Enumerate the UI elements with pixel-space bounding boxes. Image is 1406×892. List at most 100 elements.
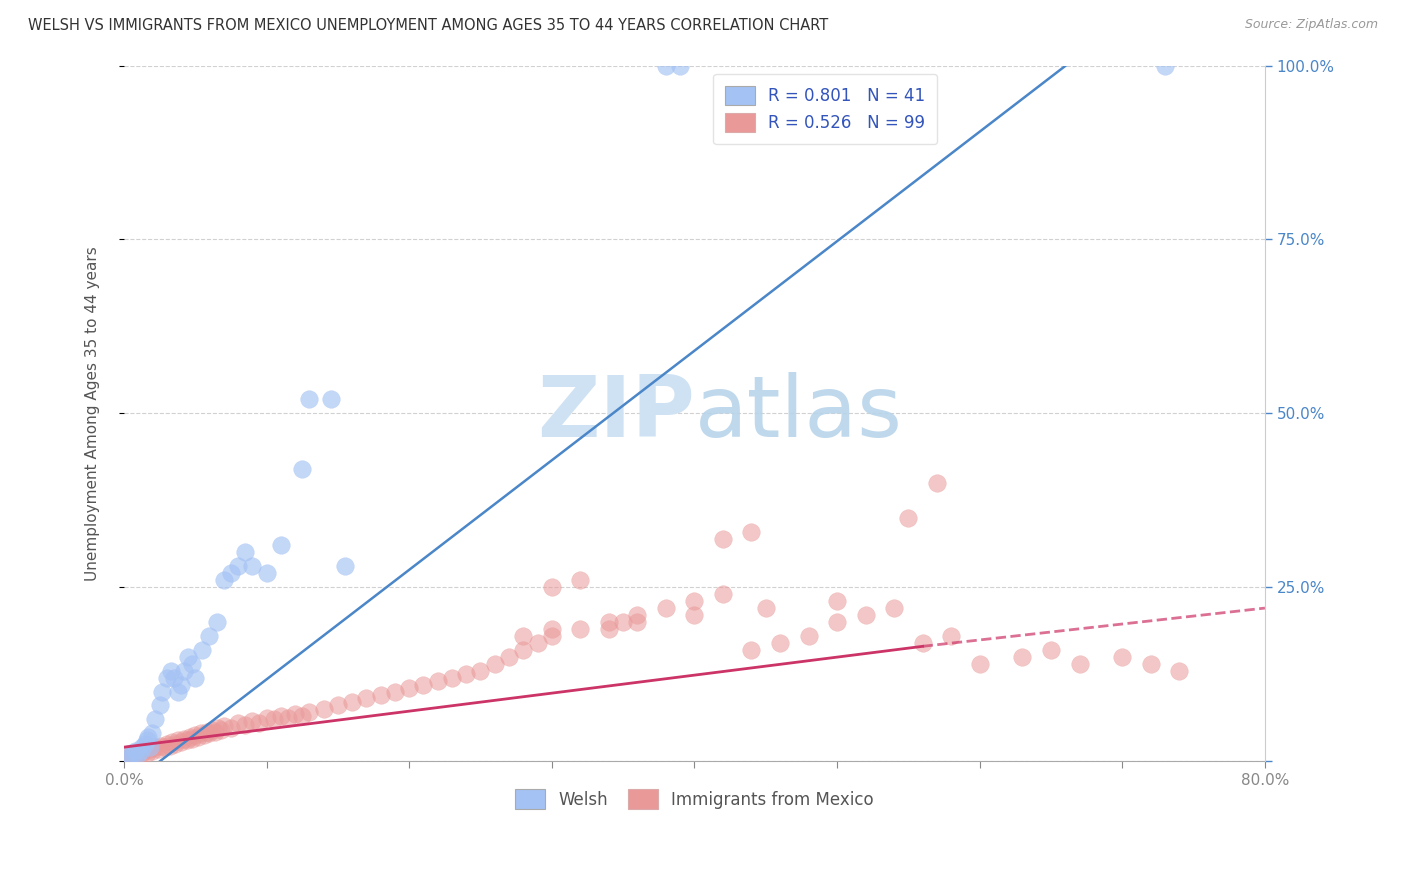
Welsh [156,671,179,685]
Welsh [333,559,356,574]
Immigrants from Mexico [384,684,406,698]
Immigrants from Mexico [855,607,877,622]
Immigrants from Mexico [240,714,263,728]
Immigrants from Mexico [526,636,548,650]
Welsh [131,740,153,755]
Immigrants from Mexico [115,748,138,763]
Immigrants from Mexico [683,594,706,608]
Welsh [256,566,278,581]
Text: ZIP: ZIP [537,372,695,455]
Text: Source: ZipAtlas.com: Source: ZipAtlas.com [1244,18,1378,31]
Immigrants from Mexico [156,737,179,751]
Immigrants from Mexico [167,733,190,747]
Welsh [120,748,142,763]
Immigrants from Mexico [626,607,648,622]
Immigrants from Mexico [941,629,963,643]
Welsh [191,642,214,657]
Welsh [127,747,149,761]
Welsh [134,737,156,751]
Welsh [184,671,207,685]
Welsh [143,712,166,726]
Welsh [298,392,321,407]
Immigrants from Mexico [540,580,562,594]
Immigrants from Mexico [270,709,292,723]
Immigrants from Mexico [146,741,169,756]
Immigrants from Mexico [825,594,848,608]
Immigrants from Mexico [711,587,734,601]
Immigrants from Mexico [711,532,734,546]
Welsh [148,698,170,713]
Immigrants from Mexico [340,695,363,709]
Welsh [198,629,221,643]
Immigrants from Mexico [969,657,991,671]
Immigrants from Mexico [291,709,314,723]
Immigrants from Mexico [683,607,706,622]
Welsh [1154,59,1177,73]
Immigrants from Mexico [138,741,160,756]
Welsh [226,559,249,574]
Welsh [212,574,235,588]
Immigrants from Mexico [121,747,143,761]
Immigrants from Mexico [153,740,176,755]
Immigrants from Mexico [626,615,648,629]
Welsh [669,59,692,73]
Welsh [141,726,163,740]
Immigrants from Mexico [1111,649,1133,664]
Immigrants from Mexico [456,667,478,681]
Immigrants from Mexico [298,706,321,720]
Immigrants from Mexico [198,726,221,740]
Immigrants from Mexico [598,622,620,636]
Immigrants from Mexico [540,622,562,636]
Immigrants from Mexico [207,721,229,735]
Immigrants from Mexico [484,657,506,671]
Immigrants from Mexico [162,734,184,748]
Welsh [136,730,159,744]
Immigrants from Mexico [740,524,762,539]
Welsh [233,545,256,559]
Immigrants from Mexico [184,728,207,742]
Immigrants from Mexico [569,574,592,588]
Immigrants from Mexico [825,615,848,629]
Immigrants from Mexico [277,711,299,725]
Welsh [152,684,174,698]
Immigrants from Mexico [1168,664,1191,678]
Immigrants from Mexico [209,723,232,737]
Welsh [240,559,263,574]
Immigrants from Mexico [249,715,271,730]
Welsh [181,657,204,671]
Welsh [205,615,228,629]
Immigrants from Mexico [159,739,181,753]
Immigrants from Mexico [883,601,905,615]
Immigrants from Mexico [1011,649,1033,664]
Immigrants from Mexico [569,622,592,636]
Immigrants from Mexico [179,730,201,744]
Immigrants from Mexico [263,712,285,726]
Immigrants from Mexico [356,691,378,706]
Immigrants from Mexico [256,711,278,725]
Welsh [173,664,195,678]
Immigrants from Mexico [132,744,155,758]
Immigrants from Mexico [118,750,141,764]
Immigrants from Mexico [201,723,224,737]
Immigrants from Mexico [911,636,934,650]
Welsh [655,59,678,73]
Immigrants from Mexico [925,475,948,490]
Immigrants from Mexico [284,706,307,721]
Immigrants from Mexico [797,629,820,643]
Immigrants from Mexico [181,731,204,746]
Immigrants from Mexico [135,746,157,760]
Welsh [319,392,342,407]
Immigrants from Mexico [226,715,249,730]
Immigrants from Mexico [219,721,242,735]
Immigrants from Mexico [897,510,920,524]
Immigrants from Mexico [470,664,492,678]
Immigrants from Mexico [769,636,792,650]
Immigrants from Mexico [655,601,678,615]
Welsh [135,733,157,747]
Immigrants from Mexico [150,739,173,753]
Welsh [177,649,200,664]
Immigrants from Mexico [165,737,187,751]
Immigrants from Mexico [370,688,392,702]
Immigrants from Mexico [127,746,149,760]
Immigrants from Mexico [1069,657,1091,671]
